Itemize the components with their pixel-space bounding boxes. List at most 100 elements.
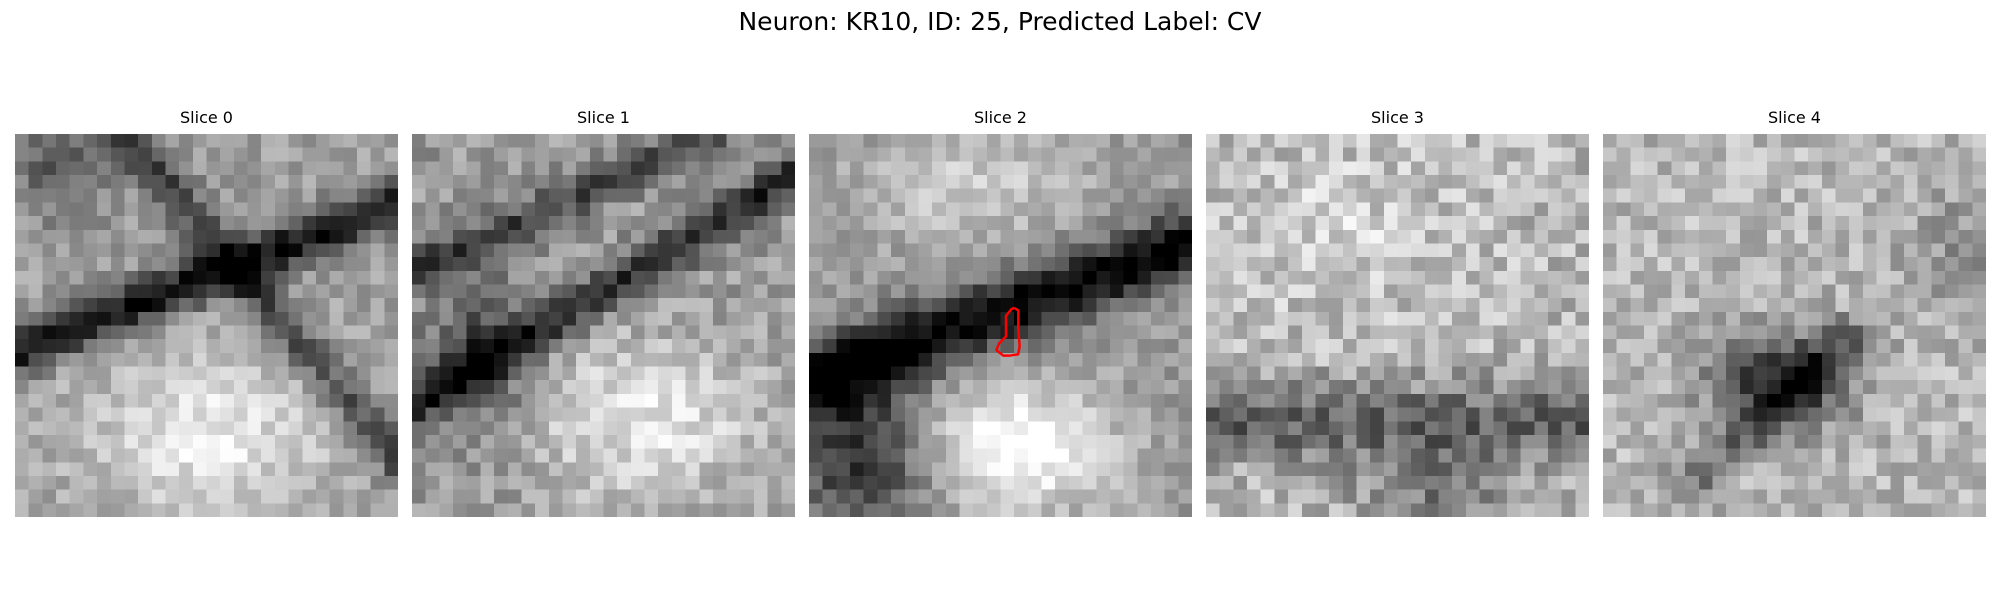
pixel [1493,284,1508,299]
pixel [315,503,330,517]
pixel [206,257,221,272]
pixel [589,188,604,203]
pixel [1452,325,1467,340]
pixel [480,503,495,517]
pixel [83,298,98,313]
pixel [809,175,823,189]
pixel [1178,311,1192,326]
pixel [1821,216,1836,231]
pixel [603,407,618,422]
pixel [712,284,727,299]
pixel [1000,380,1015,395]
pixel [1424,161,1439,176]
pixel [699,448,714,463]
pixel [973,448,988,463]
pixel [630,188,645,203]
pixel [1000,175,1015,189]
pixel [877,298,892,313]
pixel [453,366,467,381]
pixel [315,202,330,217]
pixel [192,298,207,313]
pixel [480,448,495,463]
pixel [412,147,426,162]
pixel [1383,325,1398,340]
pixel [562,339,577,354]
pixel [603,243,618,258]
pixel [1657,175,1672,189]
pixel [1671,284,1686,299]
pixel [1479,257,1494,272]
pixel [877,421,892,436]
pixel [1329,216,1344,231]
pixel [617,462,632,477]
pixel [151,202,166,217]
pixel [562,175,577,189]
pixel [384,489,398,504]
pixel [1424,366,1439,381]
pixel [233,393,248,408]
pixel [1534,284,1549,299]
pixel [1411,270,1426,285]
pixel [1370,175,1385,189]
pixel [1931,475,1946,490]
pixel [1397,257,1412,272]
pixel [1068,448,1083,463]
pixel [1260,175,1275,189]
pixel [425,161,440,176]
pixel [1027,216,1042,231]
pixel [1972,243,1986,258]
pixel [1233,257,1248,272]
pixel [1547,188,1562,203]
pixel [781,298,795,313]
pixel [220,380,235,395]
slice-image-3 [1206,134,1589,517]
pixel [1329,380,1344,395]
pixel [986,407,1001,422]
pixel [42,475,57,490]
pixel [1958,489,1973,504]
pixel [1849,325,1864,340]
pixel [1767,325,1782,340]
pixel [699,147,714,162]
pixel [1397,216,1412,231]
pixel [1931,175,1946,189]
pixel [1835,366,1850,381]
pixel [1767,188,1782,203]
pixel [836,462,851,477]
pixel [589,407,604,422]
pixel [274,147,289,162]
pixel [1780,202,1795,217]
pixel [836,434,851,449]
pixel [1794,134,1809,148]
pixel [1657,188,1672,203]
pixel [439,202,454,217]
pixel [945,311,960,326]
pixel [1808,489,1823,504]
pixel [822,421,837,436]
pixel [1452,311,1467,326]
pixel [1630,175,1645,189]
pixel [1944,161,1959,176]
pixel [329,175,344,189]
pixel [822,188,837,203]
pixel [1603,188,1617,203]
pixel [315,229,330,244]
pixel [548,462,563,477]
pixel [685,188,700,203]
pixel [1041,161,1056,176]
pixel [699,311,714,326]
pixel [1000,257,1015,272]
pixel [1178,134,1192,148]
pixel [1534,147,1549,162]
pixel [151,352,166,367]
pixel [836,503,851,517]
pixel [192,462,207,477]
pixel [288,352,303,367]
pixel [1506,216,1521,231]
pixel [1411,229,1426,244]
pixel [1329,339,1344,354]
pixel [179,229,194,244]
pixel [836,175,851,189]
pixel [1288,284,1303,299]
pixel [1438,147,1453,162]
